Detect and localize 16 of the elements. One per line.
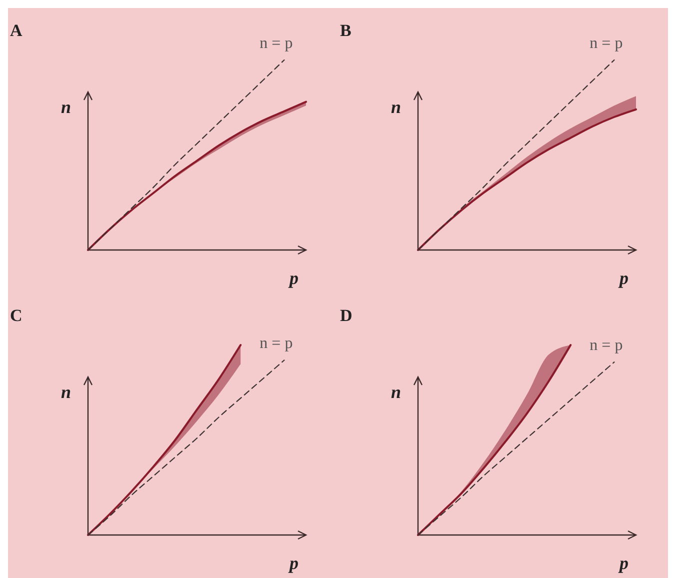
y-axis-title: n bbox=[390, 382, 402, 402]
x-axis-title: p bbox=[618, 268, 628, 288]
series-label: n = p bbox=[590, 337, 623, 354]
chart-title: C bbox=[10, 306, 22, 325]
series-label: n = p bbox=[260, 35, 293, 52]
series-label: n = p bbox=[260, 335, 293, 352]
chart-title: D bbox=[340, 306, 352, 325]
x-axis-title: p bbox=[288, 268, 298, 288]
y-axis-title: n bbox=[60, 97, 72, 117]
y-axis-title: n bbox=[390, 97, 402, 117]
chart-title: B bbox=[340, 21, 352, 40]
x-axis-title: p bbox=[288, 553, 298, 573]
series-label: n = p bbox=[590, 35, 623, 52]
y-axis-title: n bbox=[60, 382, 72, 402]
chart-title: A bbox=[10, 21, 23, 40]
x-axis-title: p bbox=[618, 553, 628, 573]
